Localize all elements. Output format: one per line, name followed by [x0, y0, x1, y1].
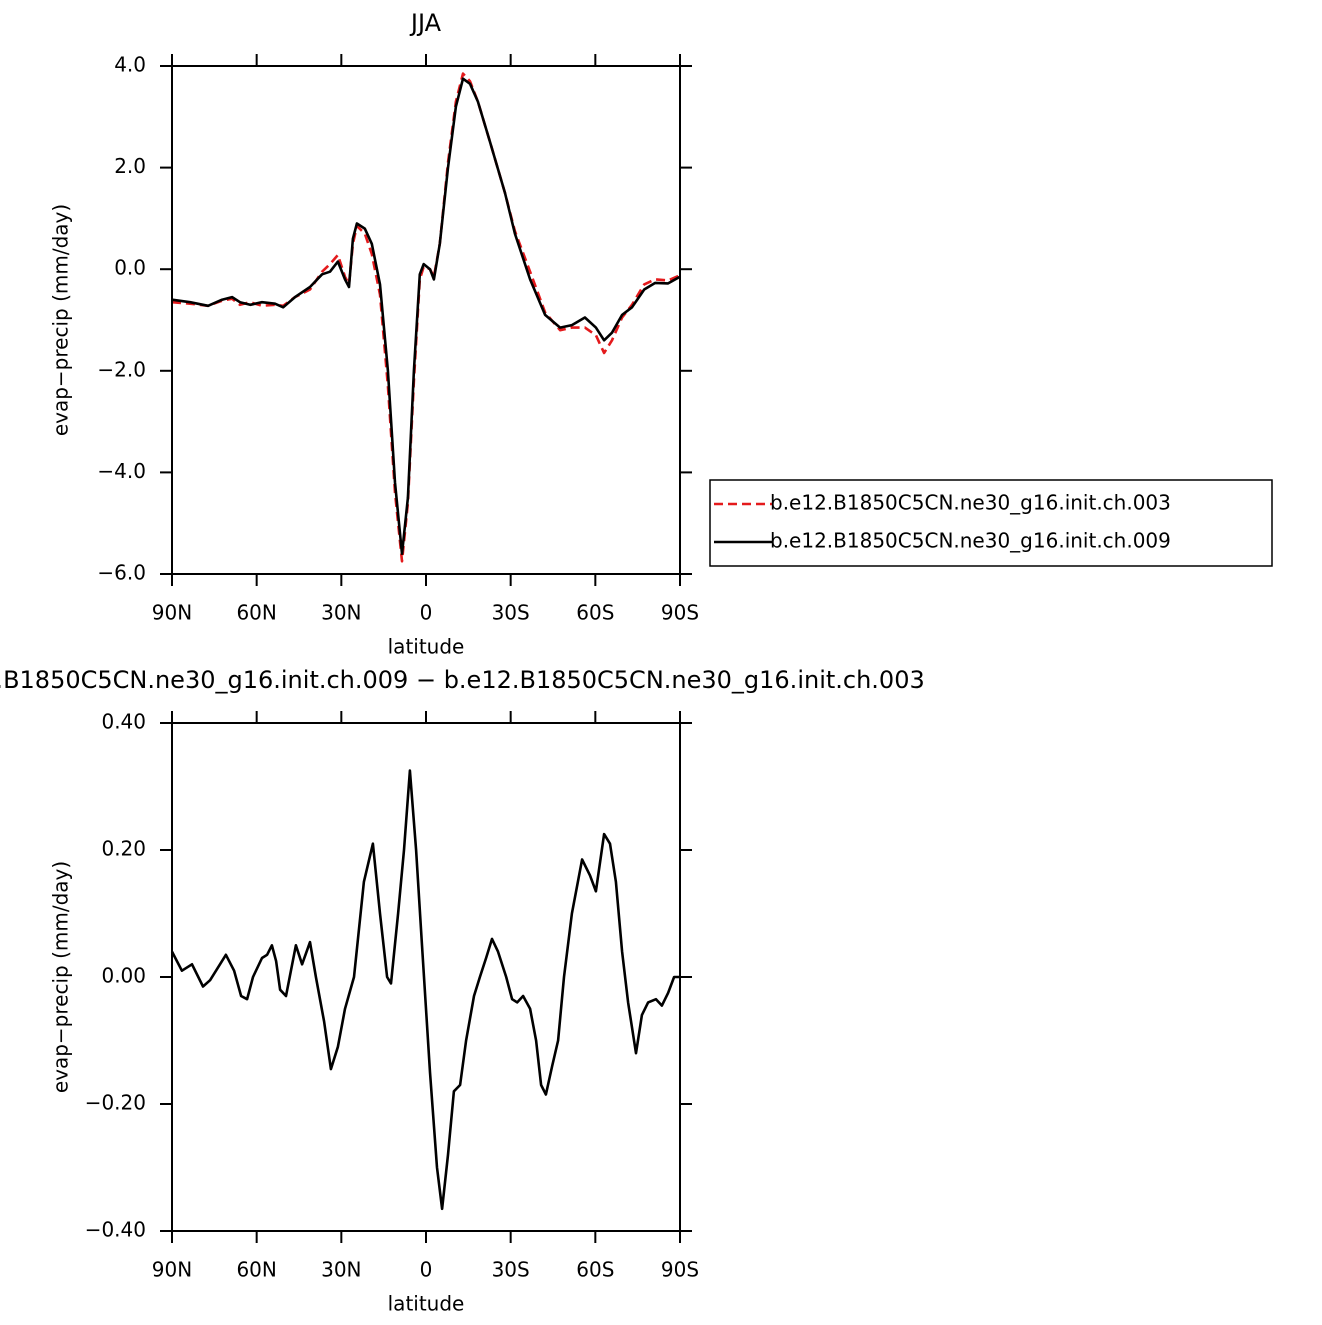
plot-frame [171, 65, 681, 575]
data-line [171, 72, 681, 563]
legend-box [709, 479, 1273, 567]
y-tick-label: −0.20 [85, 1091, 146, 1115]
y-tick-label: 0.0 [114, 256, 146, 280]
x-tick-label: 30S [492, 601, 530, 625]
x-tick-label: 0 [420, 601, 433, 625]
y-tick-label: 0.00 [101, 964, 146, 988]
legend-label: b.e12.B1850C5CN.ne30_g16.init.ch.009 [770, 529, 1171, 553]
x-tick-label: 30N [321, 601, 361, 625]
y-axis-label: evap−precip (mm/day) [49, 204, 73, 436]
legend-label: b.e12.B1850C5CN.ne30_g16.init.ch.003 [770, 491, 1171, 515]
data-line [170, 769, 680, 1211]
y-tick-label: 0.40 [101, 710, 146, 734]
plot: b.e12.B1850C5CN.ne30_g16.init.ch.009 − b… [0, 666, 925, 1316]
x-tick-label: 60S [576, 1258, 614, 1282]
y-tick-label: 4.0 [114, 53, 146, 77]
y-tick-label: −4.0 [97, 459, 146, 483]
plot: JJA −6.0 −4.0 −2.0 0.0 2.0 4.0 90N 60N 30N 0 30S 60S… [49, 9, 1273, 659]
x-axis-label: latitude [388, 635, 465, 659]
x-tick-label: 60S [576, 601, 614, 625]
x-tick-label: 60N [236, 1258, 276, 1282]
y-tick-label: −2.0 [97, 357, 146, 381]
x-tick-label: 30N [321, 1258, 361, 1282]
y-tick-label: −0.40 [85, 1218, 146, 1242]
x-tick-label: 30S [492, 1258, 530, 1282]
x-tick-label: 90S [661, 601, 699, 625]
chart-title: b.e12.B1850C5CN.ne30_g16.init.ch.009 − b… [0, 666, 925, 694]
x-tick-label: 60N [236, 601, 276, 625]
data-line [171, 77, 681, 555]
y-tick-label: 2.0 [114, 154, 146, 178]
y-axis-label: evap−precip (mm/day) [49, 861, 73, 1093]
x-tick-label: 90S [661, 1258, 699, 1282]
y-tick-label: 0.20 [101, 837, 146, 861]
chart-title: JJA [409, 9, 442, 37]
plot-frame [171, 722, 681, 1232]
x-tick-label: 90N [152, 601, 192, 625]
x-tick-label: 0 [420, 1258, 433, 1282]
x-tick-label: 90N [152, 1258, 192, 1282]
y-tick-label: −6.0 [97, 561, 146, 585]
x-axis-label: latitude [388, 1292, 465, 1316]
